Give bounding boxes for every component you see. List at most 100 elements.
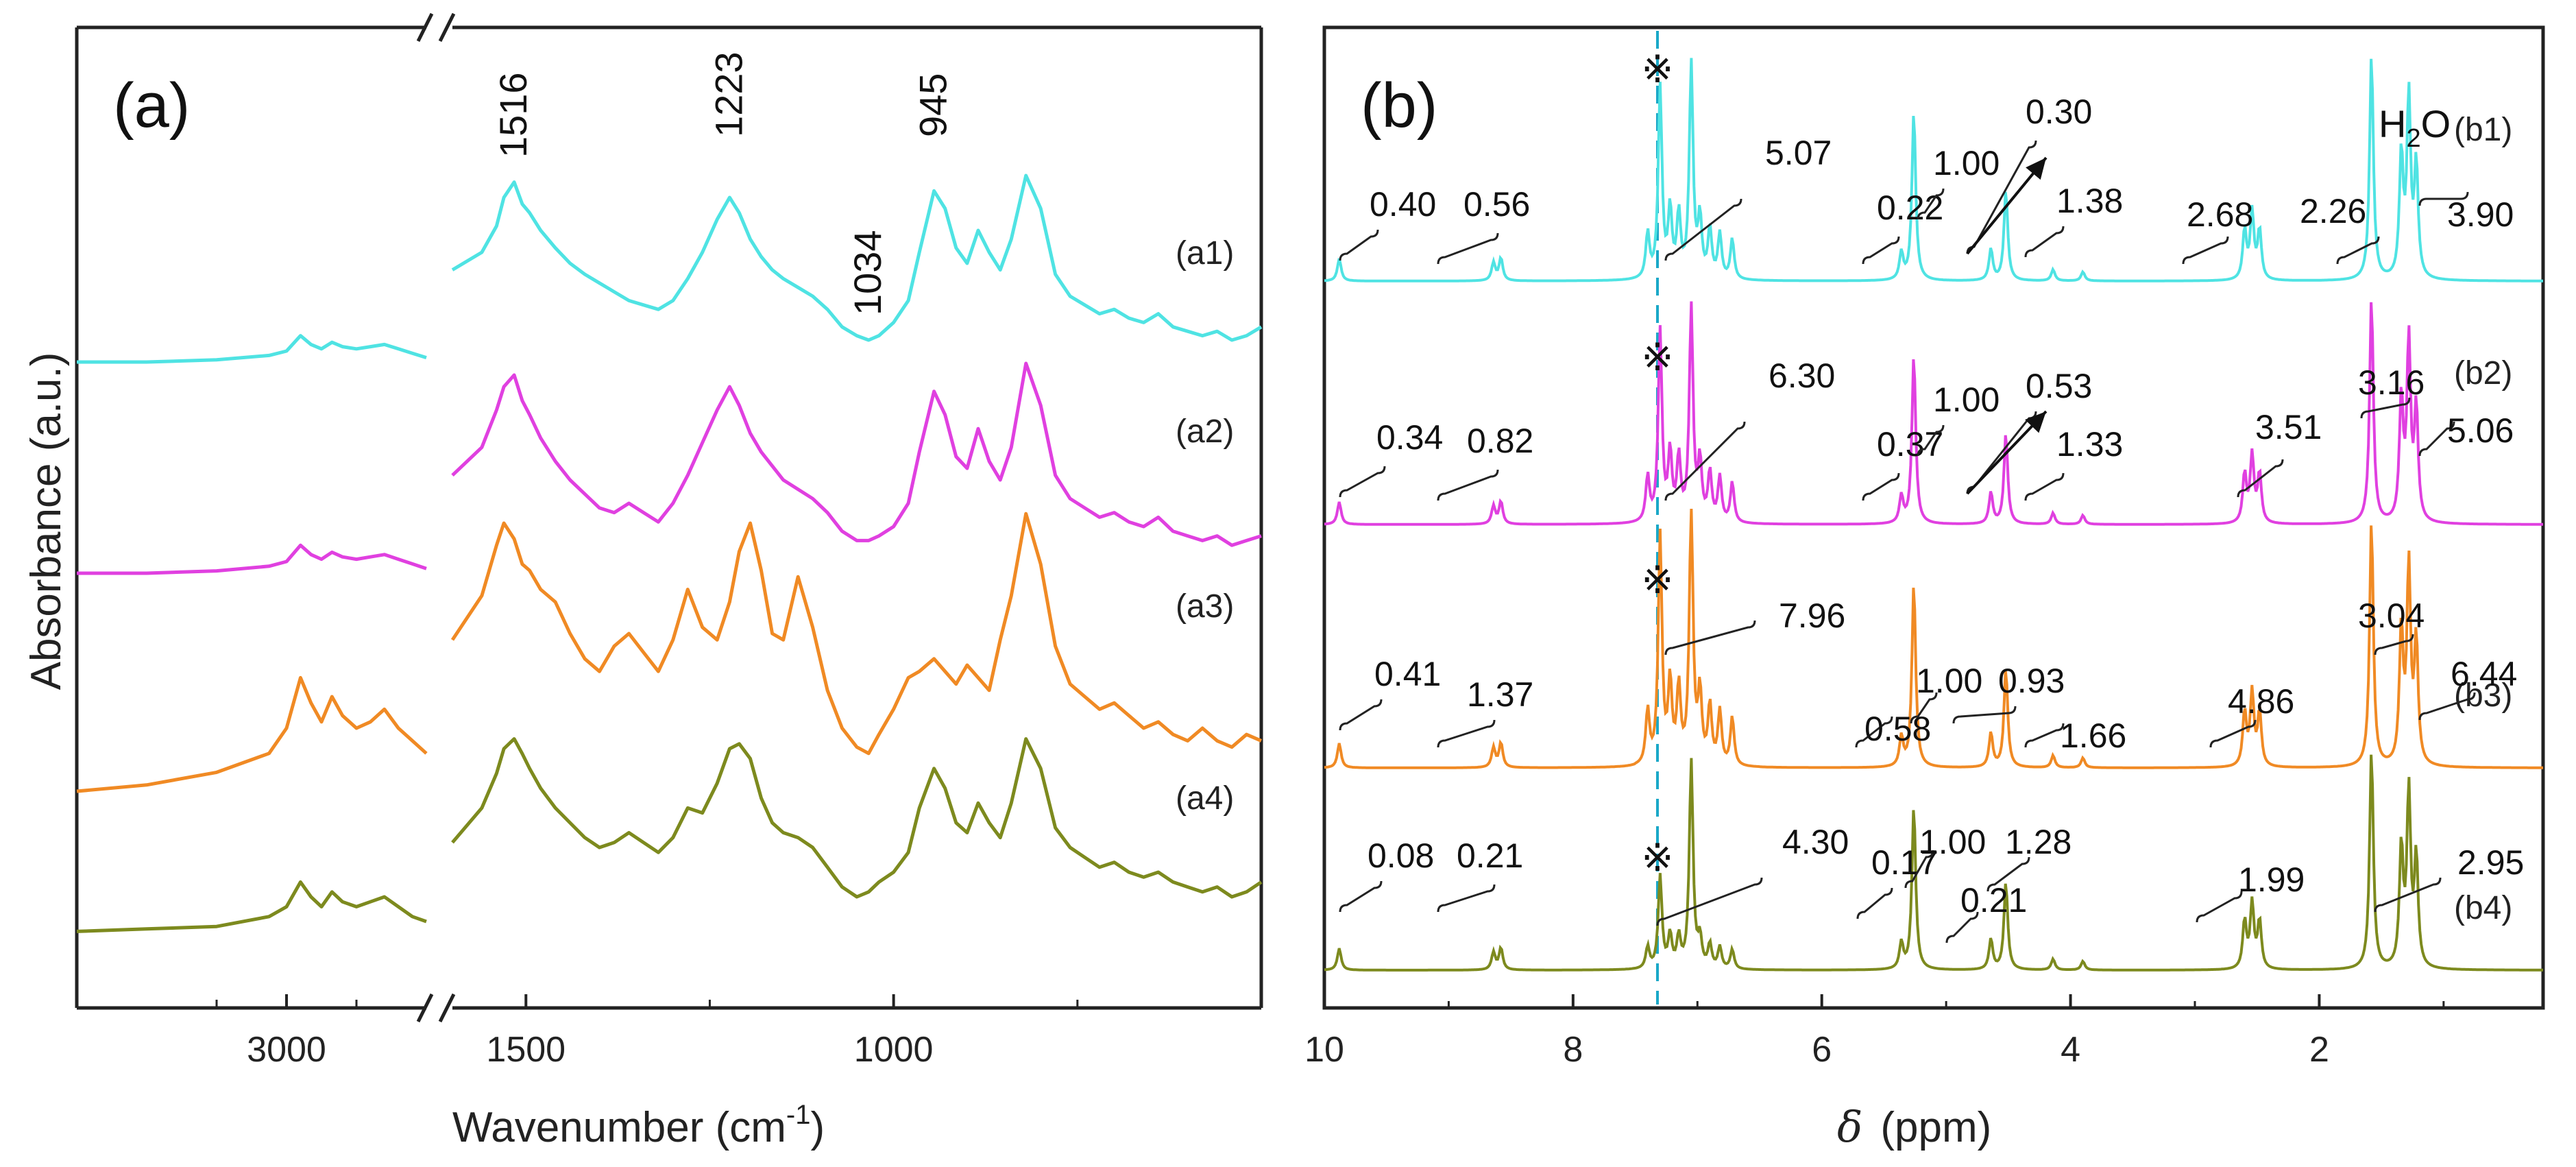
integral-label: 0.53 bbox=[2026, 367, 2092, 405]
x-tick-label: 4 bbox=[2061, 1030, 2080, 1070]
integral-hook bbox=[2196, 891, 2243, 923]
integral-hook bbox=[1339, 880, 1383, 913]
integral-hook bbox=[2374, 877, 2442, 913]
integral-hook bbox=[1855, 716, 1893, 748]
ftir-series-line-right bbox=[451, 173, 1263, 342]
ftir-series-label: (a4) bbox=[1176, 780, 1234, 817]
nmr-series-label: (b4) bbox=[2454, 890, 2512, 926]
x-tick-label: 6 bbox=[1812, 1030, 1832, 1070]
integral-hook bbox=[1339, 699, 1383, 731]
integral-label: 0.21 bbox=[1960, 881, 2027, 919]
water-h: H bbox=[2379, 102, 2406, 145]
ftir-peak-label: 1034 bbox=[846, 230, 889, 315]
integral-label: 5.07 bbox=[1765, 134, 1832, 172]
panel-b-label: (b) bbox=[1361, 71, 1437, 141]
integral-label: 0.58 bbox=[1864, 710, 1931, 748]
ftir-series-line-left bbox=[76, 675, 428, 793]
integral-label: 1.37 bbox=[1467, 675, 1533, 714]
annotation-arrow-head bbox=[2026, 158, 2046, 180]
panel-a-peak-labels: 1516 1223 1034 945 bbox=[491, 51, 955, 315]
integral-label: 0.17 bbox=[1871, 843, 1938, 882]
ftir-series-line-left bbox=[77, 334, 427, 364]
integral-label: 1.00 bbox=[1933, 144, 2000, 182]
integral-label: 3.51 bbox=[2255, 408, 2322, 446]
integral-label: 0.41 bbox=[1374, 655, 1441, 693]
integral-hook bbox=[2336, 236, 2380, 265]
integral-hook bbox=[1952, 706, 2017, 724]
integral-hook bbox=[1664, 620, 1756, 655]
axis-break-bottom bbox=[416, 993, 456, 1023]
integral-label: 1.00 bbox=[1916, 662, 1982, 700]
solvent-marker: ※ bbox=[1642, 558, 1674, 601]
integral-label: 0.56 bbox=[1463, 185, 1530, 224]
integral-label: 1.00 bbox=[1919, 823, 1986, 861]
integral-label: 0.34 bbox=[1376, 418, 1443, 457]
integral-label: 7.96 bbox=[1779, 597, 1845, 635]
integral-hook bbox=[2024, 472, 2065, 501]
solvent-marker: ※ bbox=[1642, 335, 1674, 378]
x-tick-label: 3000 bbox=[247, 1030, 326, 1070]
integral-hook bbox=[1339, 466, 1386, 498]
integral-label: 1.38 bbox=[2056, 182, 2123, 220]
nmr-series-line bbox=[1324, 58, 2543, 282]
water-label: H2O bbox=[2379, 102, 2451, 153]
integral-hook bbox=[1986, 856, 2030, 892]
integral-hook bbox=[1862, 236, 1900, 265]
integral-hook bbox=[2024, 226, 2065, 258]
integral-label: 1.66 bbox=[2060, 717, 2126, 755]
ftir-series-line-right bbox=[450, 512, 1262, 756]
x-title-end: ) bbox=[811, 1104, 825, 1151]
integral-label: 6.44 bbox=[2451, 655, 2517, 693]
integral-hook bbox=[1966, 140, 2037, 254]
integral-hook bbox=[1910, 692, 1938, 724]
integral-hook bbox=[2374, 634, 2414, 655]
integral-label: 0.22 bbox=[1877, 189, 1943, 227]
integral-hook bbox=[2024, 723, 2065, 748]
integral-hook bbox=[1862, 472, 1900, 501]
integral-label: 3.16 bbox=[2358, 363, 2425, 402]
integral-label: 0.82 bbox=[1467, 422, 1533, 460]
solvent-marker: ※ bbox=[1642, 836, 1674, 879]
nmr-series-label: (b3) bbox=[2454, 677, 2512, 714]
panel-b-frame bbox=[1322, 25, 2545, 1010]
x-title-main: Wavenumber (cm bbox=[452, 1104, 786, 1151]
panel-b-series bbox=[1324, 58, 2543, 972]
integral-label: 0.37 bbox=[1877, 425, 1943, 464]
integral-hook bbox=[1664, 198, 1742, 261]
integral-hook bbox=[1437, 719, 1496, 748]
ftir-series-line-right bbox=[451, 737, 1263, 899]
integral-label: 5.06 bbox=[2447, 411, 2514, 450]
panel-a: 3000 1500 1000 1516 1223 1034 945 (a1) (a2) (a3… bbox=[23, 12, 1263, 1151]
x-tick-label: 10 bbox=[1304, 1030, 1344, 1070]
water-o: O bbox=[2421, 102, 2451, 145]
integral-hook bbox=[1664, 421, 1746, 501]
panel-a-series-labels: (a1) (a2) (a3) (a4) bbox=[1176, 235, 1234, 817]
integral-label: 0.40 bbox=[1370, 185, 1436, 224]
integral-hook bbox=[1437, 232, 1499, 265]
integral-hook bbox=[1904, 850, 1934, 889]
integral-hook bbox=[2418, 421, 2455, 457]
panel-b-x-ticks: 10 8 6 4 2 bbox=[1304, 994, 2445, 1070]
integral-hook bbox=[1966, 411, 2037, 494]
ftir-series-line-left bbox=[77, 543, 427, 575]
integral-hook bbox=[2182, 236, 2229, 265]
ftir-peak-label: 1516 bbox=[491, 72, 535, 158]
x-tick-label: 2 bbox=[2309, 1030, 2329, 1070]
integral-label: 2.68 bbox=[2187, 195, 2253, 234]
integral-hook bbox=[2418, 692, 2476, 721]
delta-symbol: δ bbox=[1837, 1102, 1862, 1152]
x-tick-label: 1000 bbox=[854, 1030, 934, 1070]
panel-b: 10 8 6 4 2 (b1) (b2) (b3) (b4) ※ ※ ※ ※ 0.40 0.56 5.07 0… bbox=[1304, 25, 2545, 1152]
x-tick-label: 8 bbox=[1563, 1030, 1583, 1070]
integral-hook bbox=[1339, 229, 1379, 261]
ftir-peak-label: 945 bbox=[912, 73, 955, 137]
integral-hook bbox=[1917, 424, 1945, 457]
ftir-series-line-left bbox=[76, 880, 427, 933]
annotation-arrow-head bbox=[2025, 411, 2046, 433]
integral-label: 3.90 bbox=[2447, 195, 2514, 234]
nmr-series-line bbox=[1324, 754, 2543, 972]
ftir-peak-label: 1223 bbox=[707, 51, 750, 137]
integral-hook bbox=[1856, 887, 1893, 919]
integral-label: 6.30 bbox=[1769, 357, 1835, 395]
